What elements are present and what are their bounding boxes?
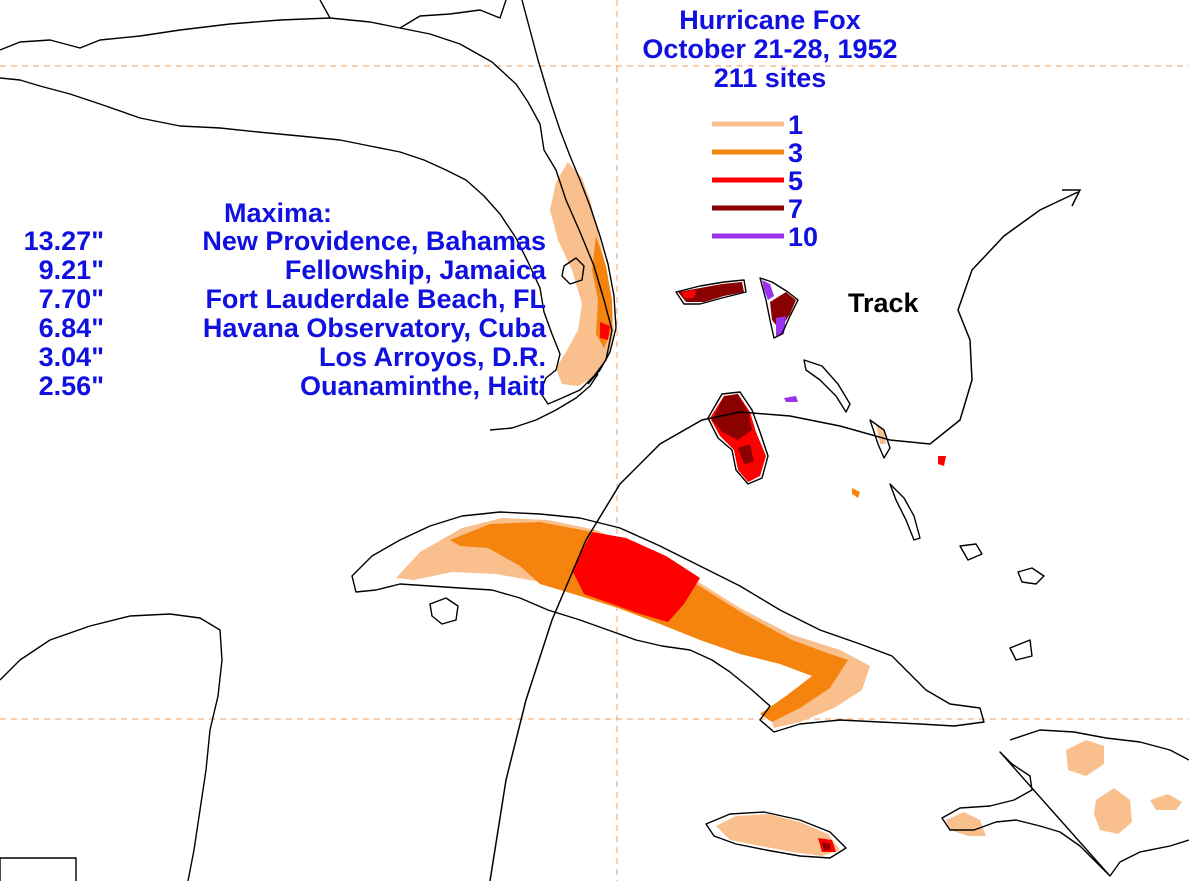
coast-abaco	[759, 277, 799, 339]
rain-island-orange	[852, 488, 860, 498]
rain-cuba-3in	[450, 522, 848, 722]
maxima-rows: 13.27" New Providence, Bahamas 9.21" Fellow…	[24, 226, 547, 401]
coast-yucatan	[0, 613, 223, 881]
maxima-place: Fort Lauderdale Beach, FL	[205, 284, 546, 314]
coast-turks-caicos	[1017, 567, 1045, 585]
maxima-place: Havana Observatory, Cuba	[203, 313, 547, 343]
rain-jamaica-1in	[716, 814, 840, 856]
rain-hispaniola-1in-d	[946, 812, 986, 836]
coast-us-gulf	[0, 17, 613, 405]
rain-hispaniola-1in-b	[1094, 788, 1132, 834]
rain-abaco-10in-b	[776, 316, 786, 336]
legend-label-5: 5	[788, 166, 803, 196]
coast-andros	[707, 391, 769, 485]
track-arrowhead-icon	[1062, 189, 1082, 207]
maxima-place: Fellowship, Jamaica	[285, 255, 547, 285]
rain-andros-7in-b	[738, 444, 754, 464]
title-line-1: Hurricane Fox	[679, 5, 861, 35]
coast-cuba	[351, 511, 985, 733]
rain-jamaica-7in	[822, 842, 830, 850]
maxima-value: 7.70"	[39, 284, 104, 314]
rain-hispaniola-1in-a	[1066, 740, 1104, 776]
coast-isle-of-youth	[429, 597, 459, 625]
rain-cuba-5in	[572, 532, 700, 622]
rain-island-purple	[784, 396, 798, 402]
maxima-heading: Maxima:	[224, 198, 332, 228]
maxima-place: New Providence, Bahamas	[202, 226, 546, 256]
coast-puerto-rico-area	[1009, 639, 1033, 661]
coast-lake-okeechobee	[561, 257, 585, 285]
track-line	[489, 191, 1079, 881]
maxima-place: Los Arroyos, D.R.	[319, 342, 546, 372]
coast-grand-bahama	[675, 279, 747, 305]
storm-track: Track	[489, 189, 1082, 881]
coast-long-island	[889, 483, 921, 541]
legend-label-3: 3	[788, 138, 803, 168]
rain-island-red	[938, 456, 946, 466]
rain-florida-5in	[600, 322, 610, 340]
maxima-value: 9.21"	[39, 255, 104, 285]
maxima-value: 2.56"	[39, 371, 104, 401]
coast-inagua	[959, 543, 983, 561]
legend-label-10: 10	[788, 222, 818, 252]
rain-andros-7in	[712, 394, 752, 440]
rain-hispaniola-1in-c	[1150, 794, 1182, 810]
map-title: Hurricane Fox October 21-28, 1952 211 si…	[642, 5, 897, 93]
maxima-value: 13.27"	[24, 226, 104, 256]
track-label: Track	[848, 288, 920, 318]
rain-abaco-10in	[762, 280, 774, 300]
coast-hispaniola	[941, 729, 1189, 877]
coast-jamaica	[705, 811, 847, 859]
maxima-table: Maxima: 13.27" New Providence, Bahamas 9.2…	[24, 198, 547, 401]
legend-label-1: 1	[788, 110, 803, 140]
coast-us-border	[319, 0, 507, 29]
maxima-place: Ouanaminthe, Haiti	[300, 371, 546, 401]
coast-florida-keys	[489, 373, 599, 431]
rain-grand-bahama-7in	[678, 282, 744, 302]
rain-cuba-1in	[396, 518, 870, 728]
title-line-3: 211 sites	[714, 63, 827, 93]
maxima-value: 3.04"	[39, 342, 104, 372]
maxima-value: 6.84"	[39, 313, 104, 343]
coast-us-atlantic	[521, 0, 617, 385]
rainfall-contours	[396, 162, 1182, 856]
legend-label-7: 7	[788, 194, 803, 224]
rain-exuma-1in	[876, 424, 886, 444]
coast-eleuthera	[803, 359, 851, 413]
title-line-2: October 21-28, 1952	[642, 34, 897, 64]
rain-grand-bahama-5in	[682, 290, 696, 298]
coast-exuma	[869, 419, 891, 459]
